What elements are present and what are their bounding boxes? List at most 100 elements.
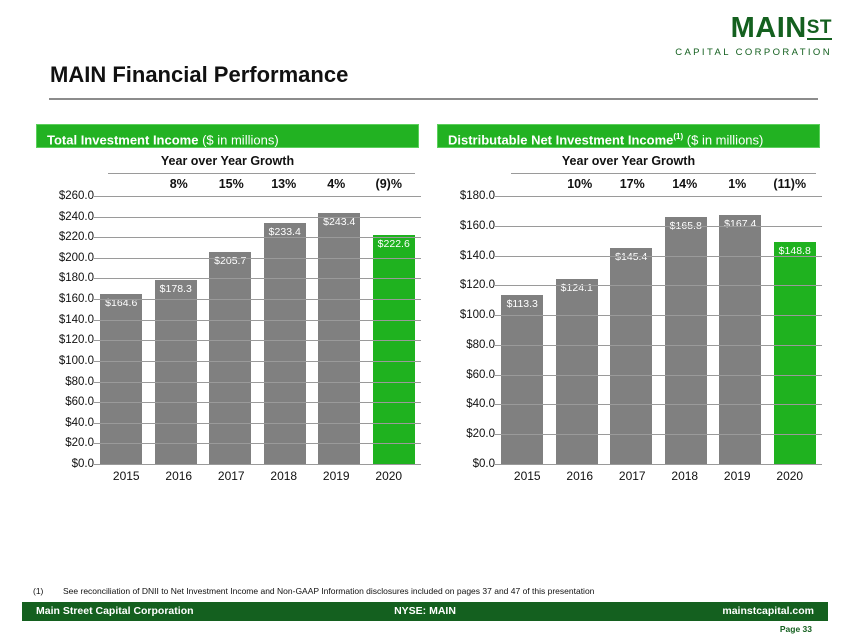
y-axis-tick-label: $160.0: [58, 293, 94, 306]
bar-slot[interactable]: $243.4: [318, 196, 361, 464]
logo-wordmark: MAINST: [675, 14, 832, 43]
y-tick-mark: [816, 285, 822, 287]
gridline: [100, 237, 415, 239]
y-tick-mark: [415, 360, 421, 362]
logo-subtitle: CAPITAL CORPORATION: [675, 47, 832, 58]
x-axis-labels: 2015 2016 2017 2018 2019 2020: [100, 466, 415, 486]
growth-value: 8%: [169, 177, 188, 191]
footer-company-name: Main Street Capital Corporation: [36, 605, 194, 617]
y-tick-mark: [94, 443, 100, 445]
bar[interactable]: $222.6: [372, 234, 415, 464]
growth-value: 17%: [619, 177, 645, 191]
y-tick-mark: [94, 360, 100, 362]
bar-slot[interactable]: $205.7: [209, 196, 252, 464]
chart-banner-title: Total Investment Income: [47, 132, 199, 148]
growth-value: 15%: [218, 177, 244, 191]
x-axis-tick-label: 2020: [776, 469, 804, 483]
growth-values-row: 8% 15% 13% 4% (9)%: [153, 177, 416, 191]
y-tick-mark: [495, 315, 501, 317]
bar[interactable]: $113.3: [501, 295, 544, 464]
y-axis-tick-label: $0.0: [472, 458, 495, 470]
y-tick-mark: [816, 196, 822, 197]
y-tick-mark: [816, 255, 822, 257]
gridline: [501, 225, 816, 227]
bar[interactable]: $167.4: [719, 214, 762, 464]
gridline: [100, 381, 415, 383]
y-tick-mark: [816, 315, 822, 317]
bar-slot[interactable]: $233.4: [263, 196, 306, 464]
y-tick-mark: [94, 299, 100, 301]
gridline: [100, 422, 415, 424]
y-tick-mark: [94, 381, 100, 383]
x-axis-labels: 2015 2016 2017 2018 2019 2020: [501, 466, 816, 486]
y-tick-mark: [495, 225, 501, 227]
x-axis-tick-label: 2020: [375, 469, 403, 483]
bar-slot[interactable]: $164.6: [100, 196, 143, 464]
bar[interactable]: $178.3: [154, 280, 197, 464]
gridline: [501, 285, 816, 287]
y-axis-tick-label: $60.0: [65, 396, 94, 409]
y-tick-mark: [495, 434, 501, 436]
gridline: [501, 196, 816, 197]
title-divider: [49, 98, 818, 100]
gridline: [100, 360, 415, 362]
y-axis-tick-label: $260.0: [58, 190, 94, 202]
bar-slot[interactable]: $165.8: [664, 196, 707, 464]
y-tick-mark: [415, 299, 421, 301]
bar[interactable]: $145.4: [610, 247, 653, 464]
bar-slot[interactable]: $145.4: [610, 196, 653, 464]
growth-header: Year over Year Growth 10% 17% 14% 1% (11)%: [437, 148, 820, 196]
y-tick-mark: [495, 464, 501, 465]
y-tick-mark: [816, 434, 822, 436]
growth-value: 4%: [327, 177, 346, 191]
y-axis: $260.0 $240.0 $220.0 $200.0 $180.0 $160.0 $140…: [36, 190, 94, 486]
chart-banner-superscript: (1): [673, 132, 684, 141]
gridline: [501, 344, 816, 346]
y-axis-tick-label: $60.0: [466, 368, 495, 381]
company-logo: MAINST CAPITAL CORPORATION: [675, 14, 832, 58]
logo-st-text: ST: [806, 17, 832, 40]
y-axis-tick-label: $220.0: [58, 231, 94, 244]
y-axis-tick-label: $140.0: [459, 249, 495, 262]
bar-slot[interactable]: $178.3: [154, 196, 197, 464]
x-axis-tick-label: 2016: [165, 469, 193, 483]
y-tick-mark: [415, 443, 421, 445]
page-number: Page 33: [779, 624, 812, 634]
bar-value-label: $233.4: [268, 226, 301, 239]
y-tick-mark: [495, 285, 501, 287]
y-axis-tick-label: $120.0: [58, 334, 94, 347]
gridline: [100, 319, 415, 321]
bar[interactable]: $243.4: [318, 213, 361, 464]
bar-slot[interactable]: $222.6: [372, 196, 415, 464]
y-tick-mark: [415, 196, 421, 197]
y-axis-tick-label: $240.0: [58, 210, 94, 223]
bar[interactable]: $233.4: [263, 223, 306, 464]
footnote-text: See reconciliation of DNII to Net Invest…: [63, 586, 595, 596]
bar[interactable]: $148.8: [773, 242, 816, 464]
bar-slot[interactable]: $124.1: [555, 196, 598, 464]
bar-chart-distributable-net-investment-income: $180.0 $160.0 $140.0 $120.0 $100.0 $80.0 $60.0…: [437, 190, 822, 486]
gridline: [100, 340, 415, 342]
gridline: [100, 216, 415, 218]
y-axis-tick-label: $40.0: [466, 398, 495, 411]
chart-banner-units: ($ in millions): [198, 132, 279, 148]
y-tick-mark: [415, 381, 421, 383]
gridline: [100, 464, 415, 465]
y-axis-tick-label: $20.0: [65, 437, 94, 450]
chart-panel-distributable-net-investment-income: Distributable Net Investment Income(1) (…: [437, 124, 822, 486]
bar[interactable]: $124.1: [555, 279, 598, 464]
bar[interactable]: $205.7: [209, 251, 252, 464]
bar-slot[interactable]: $148.8: [773, 196, 816, 464]
bar-slot[interactable]: $113.3: [501, 196, 544, 464]
bar-value-label: $113.3: [506, 298, 538, 311]
gridline: [100, 299, 415, 301]
growth-value: 1%: [728, 177, 747, 191]
y-tick-mark: [415, 278, 421, 280]
x-axis-tick-label: 2018: [270, 469, 298, 483]
bar-slot[interactable]: $167.4: [719, 196, 762, 464]
bar[interactable]: $164.6: [100, 294, 143, 464]
growth-divider: [511, 173, 816, 174]
x-axis-tick-label: 2015: [112, 469, 140, 483]
bar[interactable]: $165.8: [664, 217, 707, 464]
y-axis-tick-label: $40.0: [65, 416, 94, 429]
